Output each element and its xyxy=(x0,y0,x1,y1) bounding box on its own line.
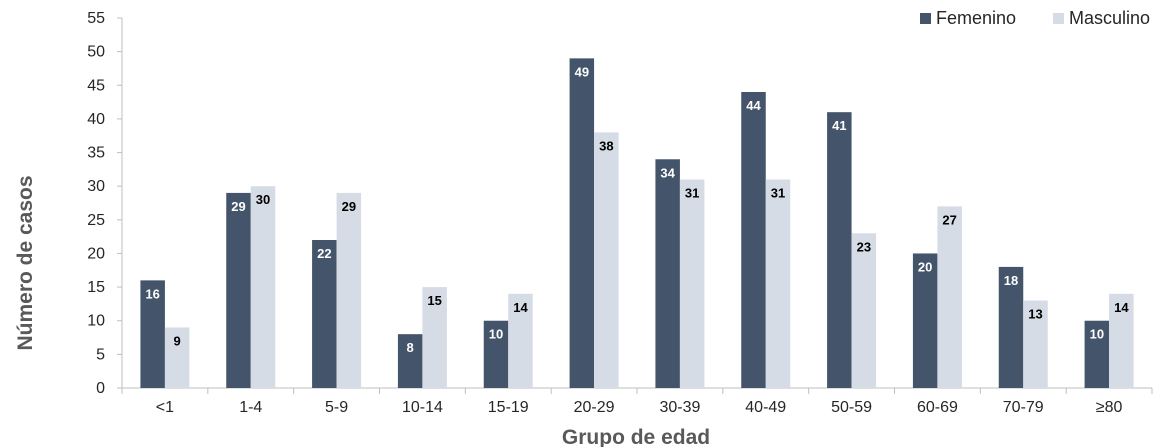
bars-group xyxy=(140,58,1134,388)
data-label-masculino-11: 14 xyxy=(1114,300,1129,315)
x-tick-label: <1 xyxy=(156,399,174,416)
y-tick-label: 10 xyxy=(87,313,105,330)
y-tick-label: 35 xyxy=(87,145,105,162)
data-label-femenino-11: 10 xyxy=(1090,327,1104,342)
y-tick-label: 45 xyxy=(87,77,105,94)
bar-femenino-10 xyxy=(998,266,1024,388)
bar-femenino-7 xyxy=(741,92,766,388)
y-axis-title: Número de casos xyxy=(14,175,37,350)
data-label-femenino-5: 49 xyxy=(575,64,589,79)
bar-masculino-8 xyxy=(851,233,877,388)
data-label-masculino-0: 9 xyxy=(174,333,181,348)
data-label-masculino-3: 15 xyxy=(427,293,441,308)
y-tick-label: 5 xyxy=(96,346,105,363)
data-label-masculino-10: 13 xyxy=(1028,307,1042,322)
bar-masculino-5 xyxy=(594,132,619,388)
legend-label-masculino: Masculino xyxy=(1069,8,1150,28)
data-label-masculino-8: 23 xyxy=(857,239,871,254)
bar-masculino-3 xyxy=(422,287,447,388)
y-tick-label: 25 xyxy=(87,212,105,229)
bar-femenino-4 xyxy=(483,320,509,388)
legend-swatch-masculino xyxy=(1053,13,1064,24)
x-tick-label: 40-49 xyxy=(745,399,786,416)
bar-femenino-3 xyxy=(397,334,423,388)
x-tick-label: 5-9 xyxy=(325,399,348,416)
bar-masculino-6 xyxy=(679,179,705,388)
bar-masculino-2 xyxy=(336,192,362,388)
y-tick-label: 20 xyxy=(87,245,105,262)
data-label-masculino-9: 27 xyxy=(942,212,956,227)
bar-femenino-8 xyxy=(827,112,852,388)
x-tick-label: 1-4 xyxy=(239,399,262,416)
x-axis-title: Grupo de edad xyxy=(562,426,710,447)
legend-swatch-femenino xyxy=(920,13,931,24)
bar-masculino-11 xyxy=(1109,293,1134,388)
data-label-masculino-2: 29 xyxy=(342,199,356,214)
bar-femenino-5 xyxy=(569,58,595,388)
x-tick-label: 20-29 xyxy=(574,399,615,416)
y-tick-label: 55 xyxy=(87,10,105,27)
y-tick-label: 30 xyxy=(87,178,105,195)
bar-femenino-2 xyxy=(312,240,337,388)
x-tick-label: 30-39 xyxy=(659,399,700,416)
data-label-femenino-1: 29 xyxy=(231,199,245,214)
x-tick-label: 10-14 xyxy=(402,399,443,416)
legend: Femenino Masculino xyxy=(920,8,1150,28)
data-label-femenino-2: 22 xyxy=(317,246,331,261)
y-tick-label: 15 xyxy=(87,279,105,296)
y-tick-label: 0 xyxy=(96,380,105,397)
data-label-femenino-8: 41 xyxy=(832,118,846,133)
x-axis: <1 1-4 5-9 10-14 15-19 20-29 30-39 40-49 50-59 60… xyxy=(121,387,1153,416)
bar-masculino-10 xyxy=(1023,300,1048,388)
x-tick-label: 70-79 xyxy=(1003,399,1044,416)
data-label-masculino-6: 31 xyxy=(685,185,699,200)
bar-femenino-0 xyxy=(140,280,165,388)
y-tick-label: 40 xyxy=(87,111,105,128)
data-label-femenino-6: 34 xyxy=(660,165,675,180)
bar-femenino-9 xyxy=(912,253,938,388)
legend-label-femenino: Femenino xyxy=(936,8,1016,28)
bar-masculino-7 xyxy=(765,179,791,388)
bar-masculino-0 xyxy=(164,327,190,388)
data-label-masculino-4: 14 xyxy=(513,300,528,315)
x-tick-label: 15-19 xyxy=(488,399,529,416)
data-label-masculino-1: 30 xyxy=(256,192,270,207)
data-label-masculino-7: 31 xyxy=(771,185,785,200)
bar-femenino-6 xyxy=(655,159,680,388)
data-label-femenino-4: 10 xyxy=(489,327,503,342)
bar-masculino-1 xyxy=(250,186,276,388)
y-tick-label: 50 xyxy=(87,44,105,61)
bar-femenino-11 xyxy=(1084,320,1110,388)
data-labels-group: 16 29 22 8 10 49 34 44 41 20 18 10 9 30 29 15 14 38 31 31 23… xyxy=(145,64,1129,355)
data-label-femenino-0: 16 xyxy=(145,286,159,301)
data-label-femenino-3: 8 xyxy=(407,340,414,355)
data-label-masculino-5: 38 xyxy=(599,138,613,153)
y-axis: 0 5 10 15 20 25 30 35 40 45 50 55 xyxy=(87,10,123,397)
bar-masculino-9 xyxy=(937,206,962,388)
x-tick-label: ≥80 xyxy=(1096,399,1123,416)
data-label-femenino-9: 20 xyxy=(918,259,932,274)
x-tick-label: 60-69 xyxy=(917,399,958,416)
data-label-femenino-10: 18 xyxy=(1004,273,1018,288)
data-label-femenino-7: 44 xyxy=(746,98,761,113)
x-tick-label: 50-59 xyxy=(831,399,872,416)
bar-masculino-4 xyxy=(508,293,533,388)
bar-femenino-1 xyxy=(226,192,251,388)
